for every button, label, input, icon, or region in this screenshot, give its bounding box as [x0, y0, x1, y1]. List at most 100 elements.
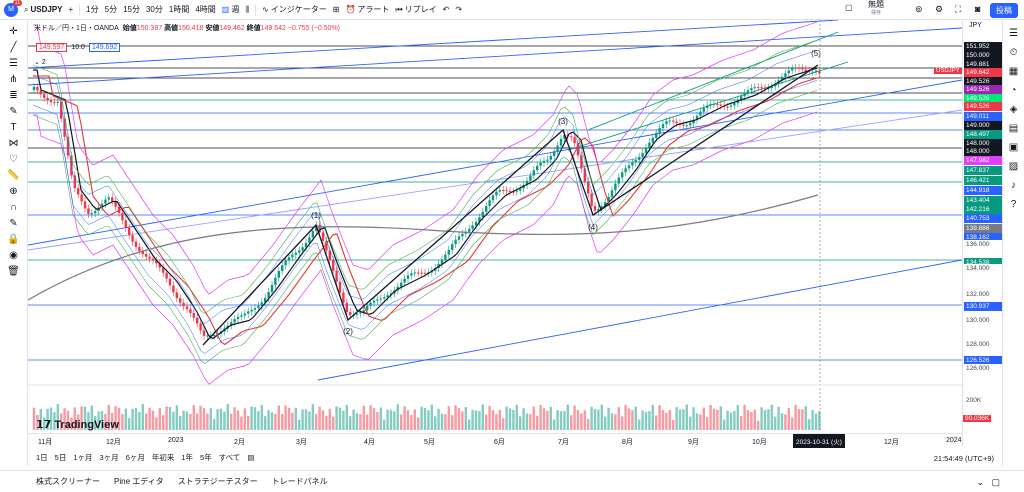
- watchlist-icon[interactable]: ☰: [1009, 28, 1018, 39]
- layout-name[interactable]: 無題 保存: [868, 1, 884, 17]
- news-icon[interactable]: ▨: [1008, 161, 1019, 172]
- text-icon[interactable]: T: [10, 122, 17, 133]
- ideas-icon[interactable]: ◈: [1009, 104, 1018, 115]
- pattern-icon[interactable]: ⋈: [8, 138, 19, 149]
- volume-bar: [233, 407, 236, 430]
- lock-draw-icon[interactable]: ✎: [9, 218, 18, 229]
- volume-bar: [172, 411, 175, 430]
- quick-search-icon[interactable]: ⊚: [915, 4, 923, 14]
- interval-30m[interactable]: 30分: [145, 5, 163, 14]
- volume-bar: [281, 413, 284, 430]
- interval-15m[interactable]: 15分: [123, 5, 140, 14]
- settings-gear-icon[interactable]: ⚙: [935, 4, 944, 14]
- maximize-icon[interactable]: ▢: [991, 477, 1000, 487]
- candle-body: [298, 250, 301, 253]
- collapse-icon[interactable]: ⌄: [976, 477, 984, 487]
- volume-bar: [243, 408, 246, 430]
- time-axis[interactable]: 2023-10-31 (火) 11月 12月 2023 2月 3月 4月 5月 6月 7月 8月 9…: [28, 433, 962, 448]
- range-button[interactable]: すべて: [218, 452, 241, 462]
- candle-body: [111, 197, 114, 202]
- undo-button[interactable]: ↶: [442, 5, 450, 14]
- panel-tab[interactable]: 株式スクリーナー: [36, 477, 100, 486]
- avatar[interactable]: M 11: [4, 0, 22, 17]
- range-button[interactable]: 5年: [200, 452, 212, 462]
- candle-body: [590, 193, 593, 207]
- bell-icon[interactable]: ♪: [1011, 180, 1016, 191]
- volume-bar: [627, 408, 631, 430]
- heart-icon[interactable]: ♡: [9, 154, 18, 165]
- chart-style-button[interactable]: ▥ 週: [222, 4, 240, 15]
- pitchfork-icon[interactable]: ⋔: [9, 74, 18, 85]
- sell-button[interactable]: 149.597: [36, 43, 68, 52]
- range-button[interactable]: 1ヶ月: [73, 452, 93, 462]
- interval-1m[interactable]: 1分: [86, 5, 99, 14]
- price-chart[interactable]: (1) (2) (3) (4) (5): [28, 20, 962, 446]
- range-button[interactable]: 1日: [36, 452, 48, 462]
- volume-bar: [542, 408, 546, 430]
- candle-body: [145, 254, 148, 257]
- chart-legend: 米ドル／円・1日・OANDA 始値150.397 高値150.418 安値149…: [34, 23, 340, 33]
- alert-button[interactable]: ⏰ アラート: [345, 4, 389, 15]
- layout-icon[interactable]: ▢: [845, 3, 853, 12]
- panel-tab[interactable]: ストラテジーテスター: [177, 477, 258, 486]
- chat-icon[interactable]: ◔: [1010, 85, 1017, 96]
- trend-line-icon[interactable]: ╱: [10, 42, 17, 53]
- range-button[interactable]: 3ヶ月: [99, 452, 119, 462]
- indicator-toggle[interactable]: ⌄ 2: [34, 59, 46, 66]
- crosshair-icon[interactable]: ✛: [9, 26, 18, 37]
- data-window-icon[interactable]: ▦: [1008, 66, 1019, 77]
- interval-5m[interactable]: 5分: [104, 5, 118, 14]
- symbol-search[interactable]: ⌕ USDJPY: [24, 5, 63, 15]
- publish-button[interactable]: 投稿: [990, 3, 1018, 18]
- indicators-button[interactable]: ∿ インジケーター: [262, 4, 327, 15]
- brush-icon[interactable]: ✎: [9, 106, 18, 117]
- fib-icon[interactable]: ≣: [9, 90, 18, 101]
- candle-body: [672, 120, 675, 122]
- price-axis[interactable]: JPY 151.952 150.000 149.881 149.642 149.526 1…: [962, 20, 1002, 446]
- volume-bar: [182, 410, 185, 430]
- redo-button[interactable]: ↷: [455, 5, 463, 14]
- notes-icon[interactable]: ▣: [1008, 142, 1019, 153]
- candles-icon[interactable]: ⫼: [245, 4, 250, 14]
- alerts-clock-icon[interactable]: ⏲: [1009, 47, 1018, 58]
- candle-body: [818, 70, 821, 74]
- candle-body: [325, 240, 328, 251]
- add-symbol-button[interactable]: +: [68, 5, 74, 14]
- interval-4h[interactable]: 4時間: [195, 5, 216, 14]
- time-label: 5月: [424, 439, 435, 446]
- templates-icon[interactable]: ⊞: [332, 5, 340, 14]
- horizontal-lines-icon[interactable]: ☰: [9, 58, 18, 69]
- zoom-icon[interactable]: ⊕: [9, 186, 18, 197]
- eye-icon[interactable]: ◉: [9, 250, 18, 261]
- fullscreen-icon[interactable]: ⛶: [955, 4, 962, 14]
- volume-bar: [417, 417, 420, 430]
- range-button[interactable]: 年初来: [151, 452, 175, 462]
- trash-icon[interactable]: 🗑: [7, 266, 20, 277]
- range-button[interactable]: 6ヶ月: [125, 452, 145, 462]
- range-button[interactable]: 1年: [181, 452, 194, 462]
- panel-tab[interactable]: Pine エディタ: [114, 477, 164, 486]
- panel-tab[interactable]: トレードパネル: [271, 477, 328, 486]
- help-icon[interactable]: ?: [1010, 199, 1017, 210]
- range-button[interactable]: 5日: [54, 452, 67, 462]
- calendar-icon[interactable]: ▤: [1008, 123, 1019, 134]
- volume-bar: [236, 410, 240, 430]
- replay-button[interactable]: ⏮ リプレイ: [395, 4, 436, 15]
- candle-body: [468, 228, 471, 232]
- volume-bar: [117, 407, 121, 430]
- volume-bar: [145, 413, 148, 430]
- volume-bar: [709, 404, 712, 430]
- ruler-icon[interactable]: 📏: [7, 170, 20, 181]
- candle-body: [519, 188, 522, 191]
- date-range-icon[interactable]: ▤: [247, 452, 255, 462]
- volume-bar: [427, 410, 430, 430]
- volume-bar: [536, 415, 539, 430]
- magnet-icon[interactable]: ∩: [9, 202, 18, 213]
- buy-button[interactable]: 149.692: [88, 43, 121, 52]
- interval-1h[interactable]: 1時間: [168, 5, 190, 14]
- volume-bar: [604, 416, 607, 430]
- lock-icon[interactable]: 🔒: [7, 234, 20, 245]
- camera-icon[interactable]: ◙: [975, 4, 981, 14]
- candle-body: [763, 87, 767, 89]
- clock: 21:54:49 (UTC+9): [933, 454, 994, 463]
